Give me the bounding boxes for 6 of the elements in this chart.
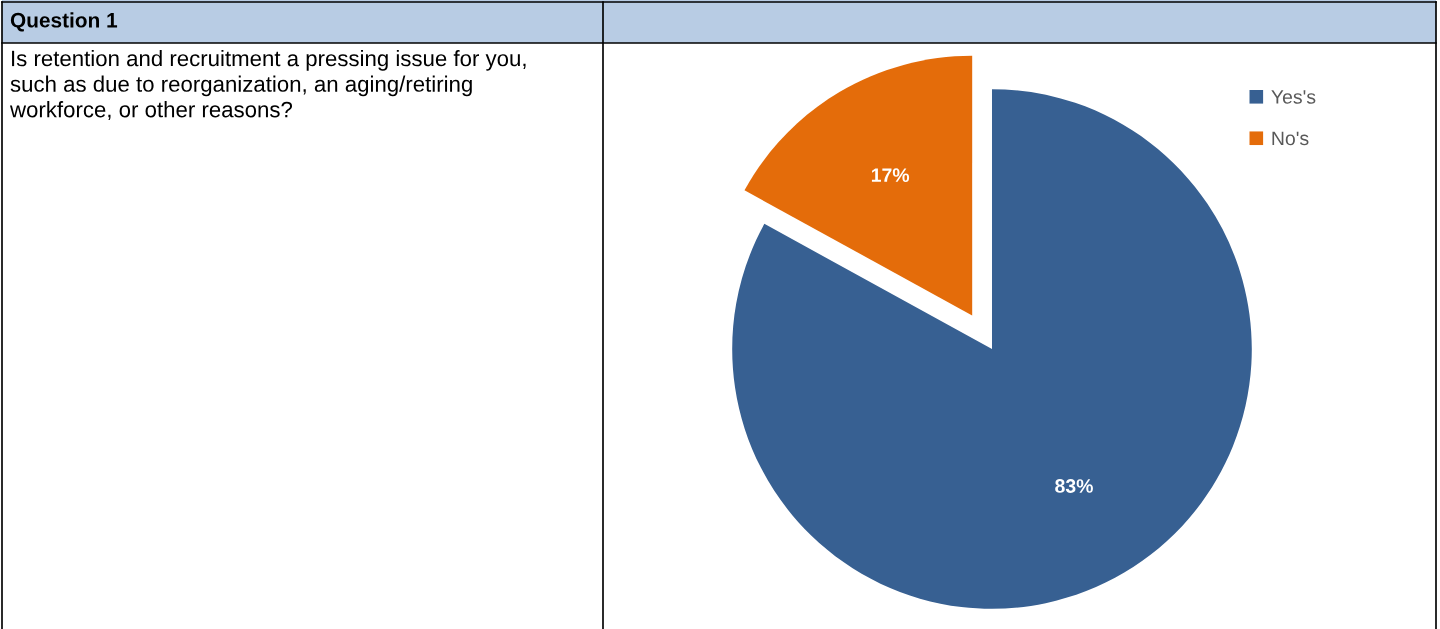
legend-label: Yes's (1271, 90, 1316, 104)
data-label: 83% (1055, 479, 1093, 493)
text: Is retention and recruitment a pressing issue for you, such as due to reorganization, an aging/retiring workforce, or other reasons? (9, 50, 526, 121)
data-label: 17% (871, 168, 910, 182)
text: Question 1 (10, 12, 118, 32)
legend-label: No's (1272, 131, 1309, 146)
